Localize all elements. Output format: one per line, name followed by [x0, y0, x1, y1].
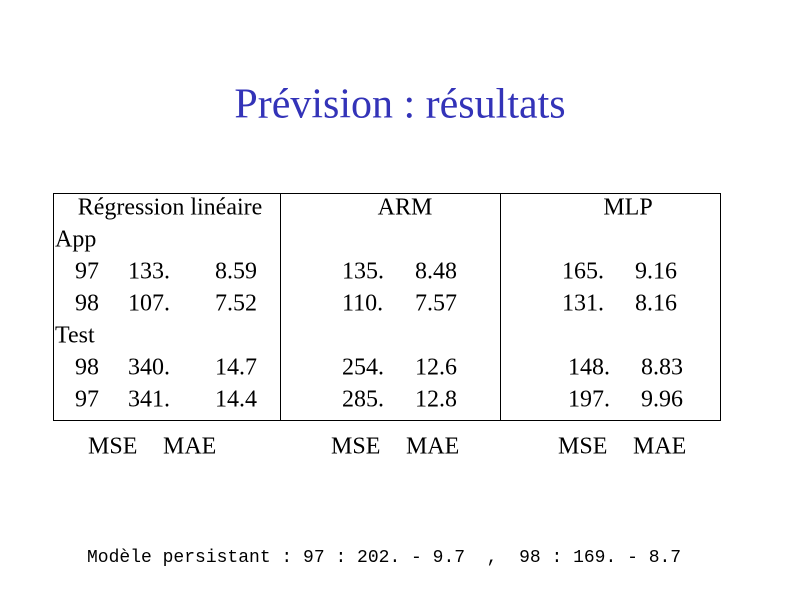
column-footer: MAE [163, 434, 216, 460]
column-footer: MAE [633, 434, 686, 460]
column-header: ARM [378, 195, 433, 221]
column-header: Régression linéaire [78, 195, 263, 221]
table-cell: 341. [128, 387, 170, 413]
table-cell: 285. [342, 387, 384, 413]
row-year: 98 [75, 291, 99, 317]
table-cell: 254. [342, 355, 384, 381]
table-cell: 8.16 [635, 291, 677, 317]
row-year: 97 [75, 259, 99, 285]
column-footer: MSE [88, 434, 137, 460]
table-cell: 340. [128, 355, 170, 381]
column-header: MLP [603, 195, 652, 221]
row-year: 98 [75, 355, 99, 381]
table-border [53, 193, 721, 421]
group-label: App [55, 227, 96, 253]
column-footer: MSE [331, 434, 380, 460]
table-cell: 8.83 [641, 355, 683, 381]
group-label: Test [55, 323, 95, 349]
table-cell: 133. [128, 259, 170, 285]
table-cell: 12.6 [415, 355, 457, 381]
table-cell: 14.7 [215, 355, 257, 381]
table-cell: 8.59 [215, 259, 257, 285]
table-cell: 135. [342, 259, 384, 285]
slide-title: Prévision : résultats [234, 82, 565, 128]
table-cell: 14.4 [215, 387, 257, 413]
table-cell: 165. [562, 259, 604, 285]
footer-note: Modèle persistant : 97 : 202. - 9.7 , 98… [87, 548, 681, 568]
table-cell: 7.52 [215, 291, 257, 317]
table-cell: 9.16 [635, 259, 677, 285]
table-cell: 8.48 [415, 259, 457, 285]
table-cell: 107. [128, 291, 170, 317]
table-cell: 9.96 [641, 387, 683, 413]
table-cell: 12.8 [415, 387, 457, 413]
table-cell: 197. [568, 387, 610, 413]
table-cell: 7.57 [415, 291, 457, 317]
table-cell: 148. [568, 355, 610, 381]
table-cell: 110. [342, 291, 383, 317]
column-footer: MAE [406, 434, 459, 460]
column-footer: MSE [558, 434, 607, 460]
table-cell: 131. [562, 291, 604, 317]
row-year: 97 [75, 387, 99, 413]
